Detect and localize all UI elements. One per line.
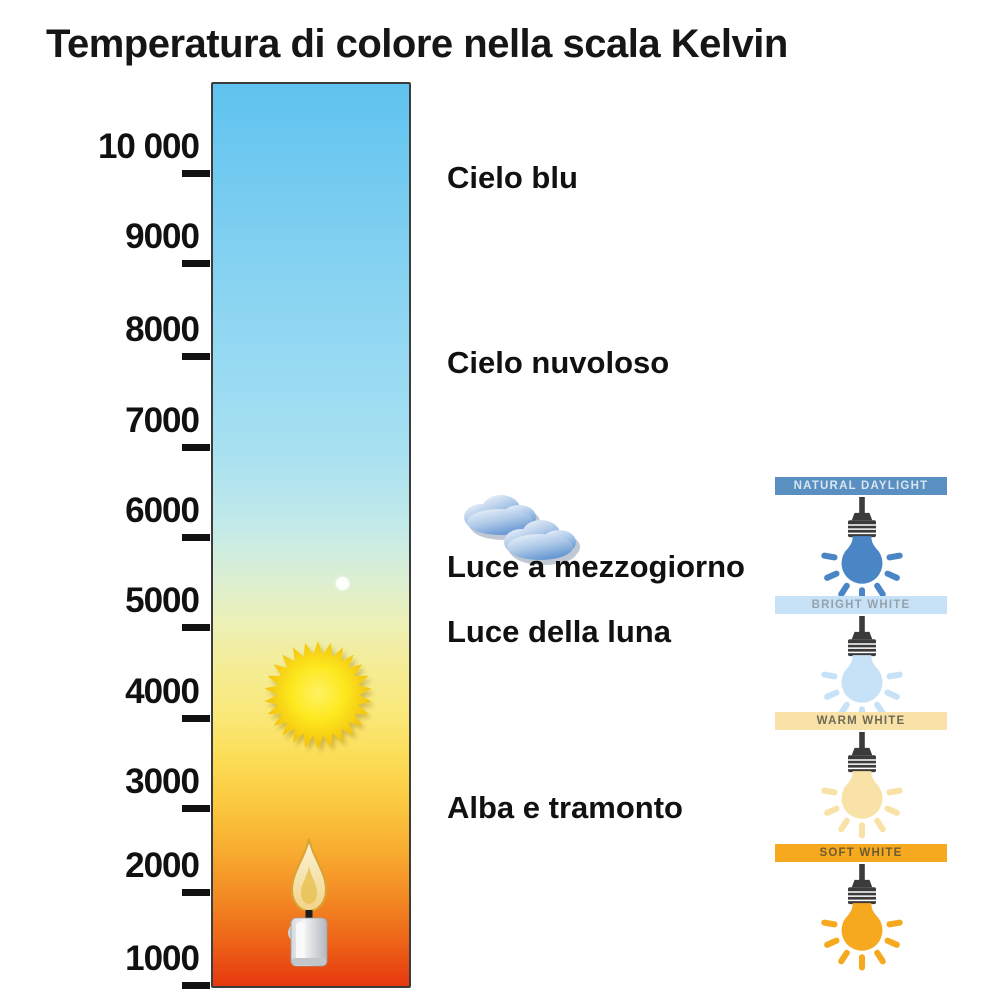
zone-label: Cielo nuvoloso — [447, 345, 670, 380]
light-bulb-icon — [821, 616, 903, 723]
kelvin-tick-mark — [182, 534, 210, 541]
kelvin-tick-mark — [182, 982, 210, 989]
light-bulb-icon — [821, 864, 903, 971]
bulb-banner-label: WARM WHITE — [775, 712, 947, 730]
kelvin-value-label: 3000 — [125, 762, 200, 801]
kelvin-tick-mark — [182, 889, 210, 896]
zone-label: Luce a mezzogiorno — [447, 549, 745, 584]
kelvin-gradient-bar — [211, 82, 580, 988]
zone-label: Luce della luna — [447, 614, 671, 649]
page-title: Temperatura di colore nella scala Kelvin — [46, 22, 788, 66]
light-bulb-icon — [821, 497, 903, 604]
kelvin-value-label: 7000 — [125, 401, 200, 440]
sun-icon — [264, 641, 372, 749]
kelvin-tick-mark — [182, 170, 210, 177]
kelvin-value-label: 4000 — [125, 672, 200, 711]
bulb-banner-label: SOFT WHITE — [775, 844, 947, 862]
bulb-banner-label: BRIGHT WHITE — [775, 596, 947, 614]
light-bulb-icon — [821, 732, 903, 839]
kelvin-value-label: 5000 — [125, 581, 200, 620]
bulb-banner-label: NATURAL DAYLIGHT — [775, 477, 947, 495]
kelvin-value-label: 10 000 — [97, 127, 200, 166]
kelvin-value-label: 8000 — [125, 310, 200, 349]
kelvin-value-label: 1000 — [125, 939, 200, 978]
candle-icon — [288, 838, 328, 967]
kelvin-tick-mark — [182, 260, 210, 267]
kelvin-tick-mark — [182, 444, 210, 451]
zone-label: Cielo blu — [447, 160, 578, 195]
moon-dot-icon — [336, 577, 349, 590]
kelvin-tick-mark — [182, 624, 210, 631]
zone-label: Alba e tramonto — [447, 790, 683, 825]
kelvin-tick-mark — [182, 353, 210, 360]
kelvin-value-label: 2000 — [125, 846, 200, 885]
kelvin-value-label: 9000 — [125, 217, 200, 256]
kelvin-value-label: 6000 — [125, 491, 200, 530]
kelvin-tick-mark — [182, 805, 210, 812]
kelvin-tick-mark — [182, 715, 210, 722]
